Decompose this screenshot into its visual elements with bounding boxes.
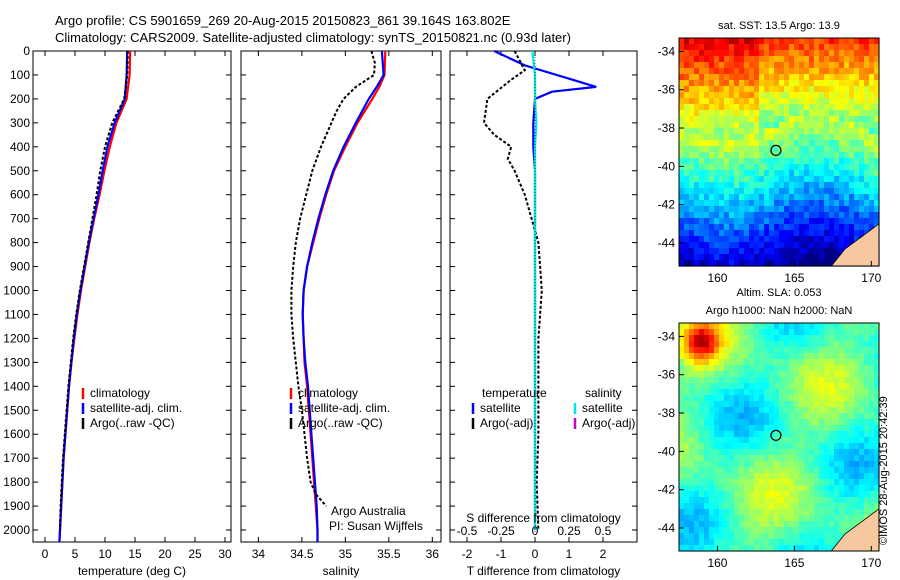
plot-frame-diff (449, 50, 638, 543)
argo-position-marker-1 (770, 429, 782, 441)
y-tick-label: 1300 (3, 355, 30, 369)
x-axis-label-temp: temperature (deg C) (78, 564, 186, 578)
x-tick-label-top-diff: 0.25 (557, 524, 581, 538)
imos-timestamp: ©IMOS 28-Aug-2015 20:42:39 (878, 396, 890, 545)
annotation-line-1: Argo Australia (331, 504, 406, 518)
x-tick-label-diff: -2 (462, 547, 473, 561)
legend-entry-sal: Argo(..raw -QC) (298, 416, 383, 430)
y-tick-label: 1800 (3, 475, 30, 489)
legend-entry-sal-diff: satellite (582, 401, 623, 415)
x-axis-label-sal: salinity (323, 564, 360, 578)
map-title-1: Altim. SLA: 0.053 (737, 287, 822, 299)
y-tick-label: 1100 (4, 307, 30, 321)
x-tick-label-sal: 34.5 (290, 547, 314, 561)
legend-entry-temp-diff: Argo(-adj) (480, 416, 533, 430)
x-tick-label-temp: 30 (218, 547, 232, 561)
map-y-tick-label-0: -44 (658, 236, 676, 250)
x-tick-label-sal: 34 (252, 547, 266, 561)
y-tick-label: 200 (10, 92, 30, 106)
map-subtitle-1: Argo h1000: NaN h2000: NaN (706, 305, 853, 317)
x-tick-label-temp: 10 (98, 547, 112, 561)
y-tick-label: 1600 (3, 427, 30, 441)
legend-entry-temp: climatology (90, 386, 150, 400)
header-line-2: Climatology: CARS2009. Satellite-adjuste… (55, 30, 571, 45)
map-x-tick-label-0: 170 (861, 271, 881, 285)
map-y-tick-label-0: -38 (658, 121, 676, 135)
legend-entry-sal: climatology (298, 386, 358, 400)
y-tick-label: 800 (10, 236, 30, 250)
map-y-tick-label-1: -38 (658, 406, 676, 420)
x-tick-label-top-diff: -0.5 (457, 524, 478, 538)
x-tick-label-top-diff: 0.5 (595, 524, 612, 538)
x-tick-label-sal: 36 (426, 547, 440, 561)
x-tick-label-sal: 35 (339, 547, 353, 561)
y-tick-label: 0 (23, 44, 30, 58)
map-y-tick-label-0: -42 (658, 198, 676, 212)
header-line-1: Argo profile: CS 5901659_269 20-Aug-2015… (55, 13, 511, 28)
map-field-0 (679, 38, 880, 267)
y-tick-label: 1900 (3, 499, 30, 513)
y-tick-label: 1400 (3, 379, 30, 393)
y-tick-label: 1700 (3, 451, 30, 465)
y-tick-label: 500 (10, 164, 30, 178)
map-y-tick-label-0: -36 (658, 83, 676, 97)
annotation-line-2: PI: Susan Wijffels (329, 519, 423, 533)
x-tick-label-top-diff: -0.25 (487, 524, 515, 538)
map-title-0: sat. SST: 13.5 Argo: 13.9 (718, 20, 840, 32)
map-y-tick-label-1: -42 (658, 483, 676, 497)
y-tick-label: 400 (10, 140, 30, 154)
y-tick-label: 1200 (3, 331, 30, 345)
map-x-tick-label-0: 165 (784, 271, 804, 285)
y-tick-label: 900 (10, 260, 30, 274)
x-tick-label-temp: 0 (42, 547, 49, 561)
map-field-1 (679, 323, 880, 552)
y-tick-label: 700 (10, 212, 30, 226)
x-tick-label-diff: 1 (566, 547, 573, 561)
x-axis-label-diff: T difference from climatology (467, 564, 621, 578)
map-x-tick-label-1: 160 (707, 556, 727, 570)
plot-frame-sal (240, 50, 442, 543)
map-x-tick-label-1: 165 (784, 556, 804, 570)
y-tick-label: 1000 (3, 284, 30, 298)
series-line-sal (290, 50, 376, 507)
legend-entry-temp: satellite-adj. clim. (90, 401, 182, 415)
y-tick-label: 2000 (3, 523, 30, 537)
map-y-tick-label-1: -44 (658, 521, 676, 535)
legend-entry-temp-diff: temperature (482, 386, 547, 400)
x-tick-label-temp: 15 (128, 547, 142, 561)
map-frame-0 (678, 37, 880, 267)
y-tick-label: 100 (10, 68, 30, 82)
x-tick-label-diff: 0 (532, 547, 539, 561)
series-line-sal (301, 50, 385, 542)
map-y-tick-label-0: -34 (658, 44, 676, 58)
legend-entry-sal-diff: salinity (585, 386, 622, 400)
x-tick-label-sal: 35.5 (377, 547, 401, 561)
legend-entry-sal-diff: Argo(-adj) (582, 416, 635, 430)
argo-position-marker-0 (770, 144, 782, 156)
legend-entry-temp-diff: satellite (480, 401, 521, 415)
map-x-tick-label-0: 160 (707, 271, 727, 285)
y-tick-label: 600 (10, 188, 30, 202)
map-frame-1 (678, 322, 880, 552)
y-tick-label: 300 (10, 116, 30, 130)
x-tick-label-diff: -1 (496, 547, 507, 561)
x-tick-label-temp: 5 (72, 547, 79, 561)
map-y-tick-label-1: -34 (658, 329, 676, 343)
map-y-tick-label-1: -40 (658, 444, 676, 458)
x-axis-label-top-diff: S difference from climatology (466, 511, 621, 525)
series-line-diff (531, 50, 538, 530)
series-line-temp (59, 50, 129, 531)
legend-entry-sal: satellite-adj. clim. (298, 401, 390, 415)
map-y-tick-label-0: -40 (658, 159, 676, 173)
legend-entry-temp: Argo(..raw -QC) (90, 416, 175, 430)
map-y-tick-label-1: -36 (658, 368, 676, 382)
map-x-tick-label-1: 170 (861, 556, 881, 570)
x-tick-label-diff: 2 (600, 547, 607, 561)
y-tick-label: 1500 (3, 403, 30, 417)
x-tick-label-temp: 20 (158, 547, 172, 561)
plot-frame-temp (32, 50, 232, 543)
x-tick-label-temp: 25 (188, 547, 202, 561)
series-line-diff (482, 50, 543, 531)
